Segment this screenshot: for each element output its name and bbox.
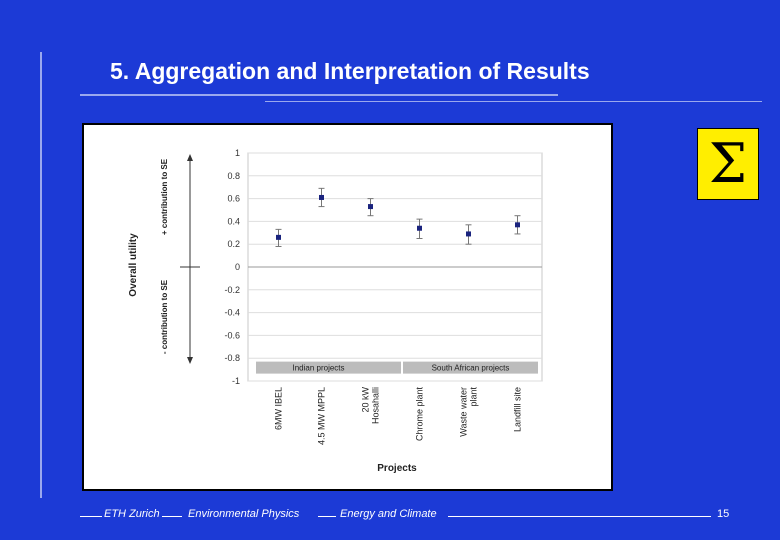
page-number: 15	[717, 508, 730, 520]
x-tick-label: plant	[469, 387, 479, 407]
slide-title: 5. Aggregation and Interpretation of Res…	[110, 58, 590, 84]
x-tick-label: Chrome plant	[415, 387, 425, 442]
footer-institution: ETH Zurich	[104, 508, 160, 520]
group-label-india: Indian projects	[292, 364, 344, 373]
y-tick-label: 1	[235, 148, 240, 158]
y-tick-label: -0.2	[224, 285, 240, 295]
footer-rule-2	[162, 516, 182, 517]
y-tick-label: -0.4	[224, 308, 240, 318]
x-tick-label: Waste water	[459, 387, 469, 437]
x-tick-label: 4.5 MW MPPL	[317, 387, 327, 445]
arrow-down-head	[187, 357, 193, 364]
y-tick-label: -0.6	[224, 330, 240, 340]
y-tick-label: 0.8	[227, 171, 240, 181]
x-tick-label: Landfill site	[513, 387, 523, 432]
footer-rule-4	[448, 516, 711, 517]
data-point	[368, 204, 373, 210]
x-tick-label: Hosahalli	[371, 387, 381, 424]
x-axis-title: Projects	[377, 463, 417, 474]
x-tick-label: 20 kW	[361, 387, 371, 413]
chart-panel: 1 0.8 0.6 0.4 0.2 0 -0.2 -0.4 -0.6 -0.8 -1 Overall …	[82, 123, 613, 491]
left-vertical-rule	[40, 52, 42, 498]
title-underline-secondary	[265, 101, 762, 102]
y-tick-label: -1	[232, 376, 240, 386]
data-point	[466, 231, 471, 237]
group-band-south-africa	[403, 361, 538, 374]
data-point	[417, 225, 422, 231]
arrow-up-head	[187, 154, 193, 161]
y-axis-title: Overall utility	[128, 233, 139, 297]
data-point	[319, 194, 324, 200]
data-point	[515, 222, 520, 228]
footer-rule-3	[318, 516, 336, 517]
footer-topic: Energy and Climate	[340, 508, 437, 520]
group-label-south-africa: South African projects	[432, 364, 510, 373]
y-tick-label: 0.4	[227, 216, 240, 226]
footer-department: Environmental Physics	[188, 508, 300, 520]
data-point	[276, 234, 281, 240]
y-axis-positive-label: + contribution to SE	[160, 158, 169, 235]
y-axis-negative-label: - contribution to SE	[160, 279, 169, 354]
y-tick-label: 0.2	[227, 239, 240, 249]
footer-rule-1	[80, 516, 102, 517]
x-tick-label: 6MW IBEL	[274, 387, 284, 430]
y-tick-label: 0	[235, 262, 240, 272]
sigma-icon: Σ	[697, 128, 759, 200]
title-underline	[80, 94, 558, 96]
y-tick-label: 0.6	[227, 194, 240, 204]
y-tick-label: -0.8	[224, 353, 240, 363]
utility-chart: 1 0.8 0.6 0.4 0.2 0 -0.2 -0.4 -0.6 -0.8 -1 Overall …	[128, 148, 543, 474]
group-band-india	[256, 361, 401, 374]
